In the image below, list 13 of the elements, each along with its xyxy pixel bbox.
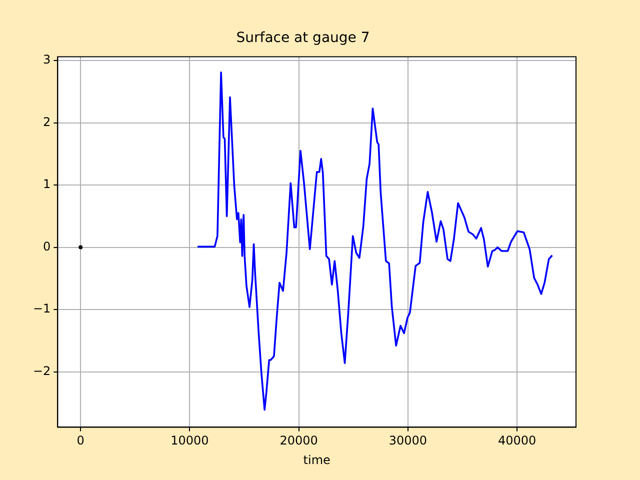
y-tick-label: 3: [43, 52, 51, 67]
y-tick-label: 0: [43, 239, 51, 254]
y-tick-label: 2: [43, 114, 51, 129]
y-tick-label: −2: [32, 364, 51, 378]
x-tick-label: 30000: [388, 434, 428, 448]
x-axis-title: time: [303, 452, 330, 467]
chart-title: Surface at gauge 7: [236, 30, 370, 46]
x-tick-label: 10000: [170, 434, 209, 448]
x-tick-label: 40000: [498, 434, 536, 448]
y-tick-label: −1: [32, 302, 51, 316]
x-tick-label: 20000: [280, 434, 318, 448]
y-tick-label: 1: [43, 177, 51, 192]
x-tick-label: 0: [76, 434, 84, 448]
